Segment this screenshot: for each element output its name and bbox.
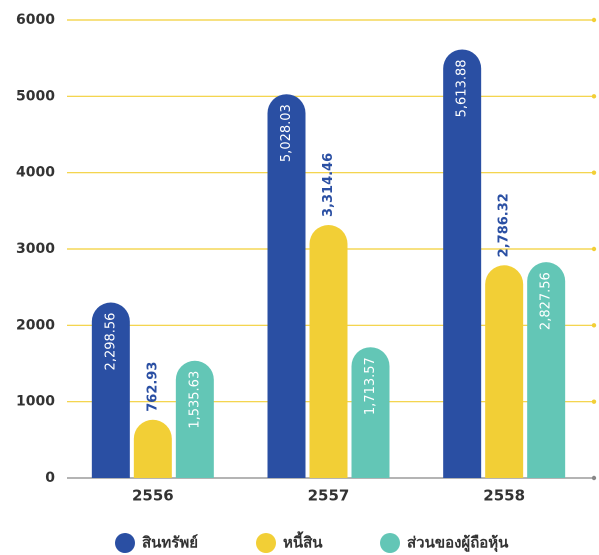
bar: [175, 360, 214, 478]
legend-swatch: [115, 533, 135, 553]
bar: [485, 265, 524, 478]
value-label: 1,535.63: [187, 371, 202, 429]
grid-dot: [591, 475, 597, 481]
x-tick-label: 2556: [132, 487, 174, 505]
bar: [133, 419, 172, 478]
bar: [527, 262, 566, 478]
bar: [443, 49, 482, 479]
grid-dot: [591, 246, 597, 252]
legend-label: หนี้สิน: [283, 531, 323, 552]
x-tick-label: 2558: [483, 487, 525, 505]
bar: [351, 347, 390, 478]
y-tick-label: 2000: [16, 317, 55, 333]
x-tick-label: 2557: [308, 487, 350, 505]
value-label: 762.93: [145, 362, 160, 412]
grid-dot: [591, 323, 597, 328]
grid-dot: [591, 170, 597, 175]
legend-swatch: [380, 533, 400, 553]
y-tick-label: 5000: [16, 88, 55, 104]
bar: [267, 94, 306, 478]
grid-dot: [591, 17, 597, 23]
legend-swatch: [256, 533, 276, 553]
y-tick-label: 6000: [16, 12, 55, 28]
value-label: 2,786.32: [497, 193, 512, 257]
value-label: 3,314.46: [321, 153, 336, 217]
value-label: 2,298.56: [103, 313, 118, 371]
y-tick-label: 1000: [16, 394, 55, 410]
grid-dot: [591, 399, 597, 404]
value-label: 2,827.56: [539, 272, 554, 330]
value-label: 5,613.88: [455, 59, 470, 117]
y-tick-label: 4000: [16, 165, 55, 181]
legend-label: สินทรัพย์: [142, 534, 198, 552]
y-tick-label: 3000: [16, 241, 55, 257]
y-tick-label: 0: [45, 470, 55, 486]
grid-dot: [591, 94, 597, 99]
value-label: 5,028.03: [279, 104, 294, 162]
legend-label: ส่วนของผู้ถือหุ้น: [407, 534, 509, 553]
bar: [309, 224, 348, 478]
bar: [91, 302, 130, 478]
value-label: 1,713.57: [363, 357, 378, 415]
